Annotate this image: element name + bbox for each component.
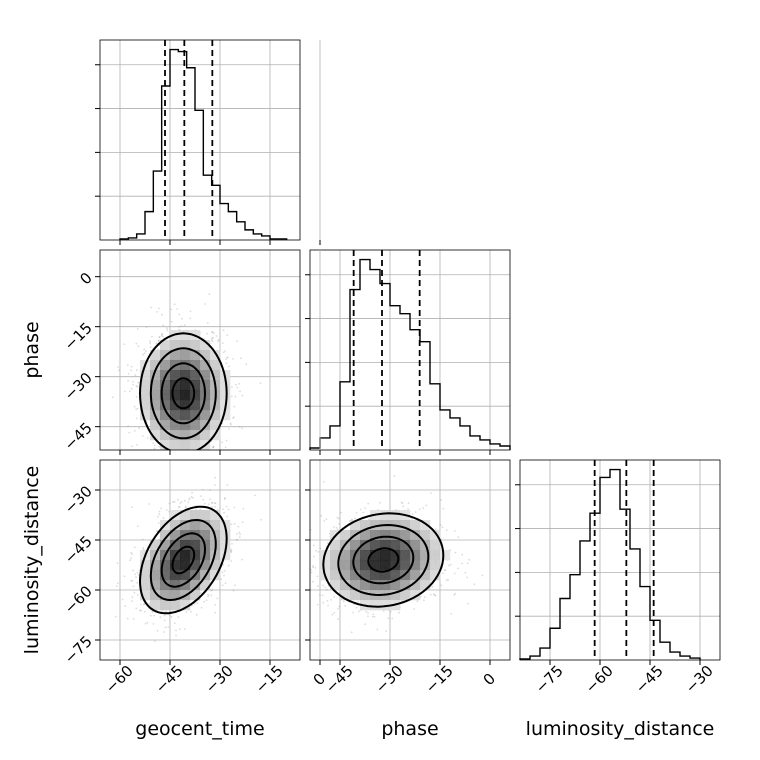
x-tick-label: −15 [252, 662, 287, 697]
contour-line [171, 377, 196, 410]
x-axis-title-luminosity_distance: luminosity_distance [526, 718, 715, 740]
axes-frame [99, 459, 301, 661]
joint-panel-phase-luminosity_distance: −45 −30 −15 0 [305, 459, 511, 697]
x-tick-label: −15 [422, 662, 457, 697]
axes-frame [309, 459, 511, 661]
joint-panel-geocent_time-phase: −45 −30 −15 0 [61, 249, 321, 455]
y-tick-label: −15 [61, 319, 96, 354]
joint-panel-geocent_time-luminosity_distance: −60 −45 −30 −15 0−75−60−45−30 [61, 459, 329, 697]
marginal-histogram-phase [305, 249, 511, 455]
contour-line [160, 362, 207, 425]
histogram-step-phase [309, 258, 511, 450]
x-tick-label: −45 [632, 662, 667, 697]
x-axis-title-geocent_time: geocent_time [135, 718, 264, 740]
y-axis-title-luminosity_distance: luminosity_distance [21, 466, 43, 655]
x-tick-label: −30 [682, 662, 717, 697]
y-tick-label: −75 [61, 632, 96, 667]
contour-line [160, 532, 207, 588]
x-tick-label: −45 [152, 662, 187, 697]
contour-line [149, 518, 217, 602]
x-tick-label: −75 [532, 662, 567, 697]
y-tick-label: 0 [76, 269, 95, 288]
contour-line [138, 332, 228, 450]
contour-line [138, 505, 228, 615]
x-tick-label: −30 [202, 662, 237, 697]
x-tick-label: −30 [372, 662, 407, 697]
y-axis-title-phase: phase [21, 321, 43, 378]
contour-line [352, 535, 415, 585]
x-tick-label: −60 [582, 662, 617, 697]
contour-line [149, 347, 217, 440]
marginal-histogram-luminosity_distance: −75 −60 −45 −30 [515, 459, 721, 697]
y-tick-label: −45 [61, 532, 96, 567]
y-tick-label: −60 [61, 582, 96, 617]
contour-line [322, 512, 445, 608]
x-tick-label: 0 [480, 670, 499, 689]
histogram-step-geocent_time [119, 48, 288, 240]
y-tick-label: −45 [61, 419, 96, 454]
contour-line [337, 523, 430, 597]
marginal-histogram-geocent_time [95, 39, 321, 245]
y-tick-label: −30 [61, 369, 96, 404]
axes-frame [99, 249, 301, 451]
x-tick-label: −60 [102, 662, 137, 697]
histogram-step-luminosity_distance [519, 468, 701, 660]
axes-frame [519, 459, 721, 661]
axes-frame [309, 249, 511, 451]
y-tick-label: −30 [61, 482, 96, 517]
x-tick-label: −45 [322, 662, 357, 697]
contour-line [367, 547, 400, 573]
x-axis-title-phase: phase [381, 718, 438, 740]
contour-line [171, 545, 196, 575]
axes-frame [99, 39, 301, 241]
